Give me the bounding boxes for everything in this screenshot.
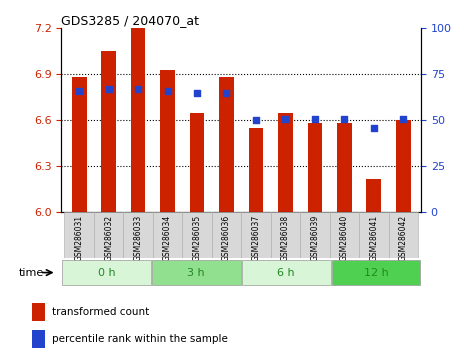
Text: transformed count: transformed count [52,307,149,317]
Bar [271,212,300,258]
Text: 3 h: 3 h [187,268,205,278]
Point [341,116,348,121]
Text: GSM286036: GSM286036 [222,215,231,261]
Bar [190,113,204,212]
Bar [152,260,241,285]
Bar [388,212,418,258]
Bar [64,212,94,258]
Text: time: time [18,268,44,278]
Bar [278,113,293,212]
Bar [359,212,388,258]
Bar [249,128,263,212]
Bar [219,78,234,212]
Text: GSM286035: GSM286035 [193,215,201,261]
Text: GSM286042: GSM286042 [399,215,408,261]
Text: GSM286034: GSM286034 [163,215,172,261]
Text: GSM286041: GSM286041 [369,215,378,261]
Text: GSM286032: GSM286032 [104,215,113,261]
Text: GSM286040: GSM286040 [340,215,349,261]
Point [281,116,289,121]
Text: GDS3285 / 204070_at: GDS3285 / 204070_at [61,14,200,27]
Text: GSM286037: GSM286037 [252,215,261,261]
Bar [101,51,116,212]
Text: GSM286031: GSM286031 [75,215,84,261]
Bar [212,212,241,258]
Text: percentile rank within the sample: percentile rank within the sample [52,334,228,344]
Point [134,86,142,92]
Bar [62,260,151,285]
Point [311,116,319,121]
Point [370,125,377,131]
Point [223,90,230,96]
Bar [330,212,359,258]
Bar [367,179,381,212]
Point [193,90,201,96]
Bar [94,212,123,258]
Point [105,86,113,92]
Bar [32,330,44,348]
Bar [131,28,146,212]
Point [164,88,171,94]
Point [252,118,260,123]
Bar [153,212,182,258]
Bar [307,124,322,212]
Bar [242,260,331,285]
Bar [72,78,87,212]
Point [400,116,407,121]
Bar [300,212,330,258]
Text: GSM286038: GSM286038 [281,215,290,261]
Bar [160,70,175,212]
Bar [32,303,44,321]
Bar [182,212,212,258]
Text: 12 h: 12 h [364,268,388,278]
Bar [337,124,352,212]
Text: GSM286033: GSM286033 [133,215,142,261]
Text: 0 h: 0 h [97,268,115,278]
Bar [396,120,411,212]
Point [75,88,83,94]
Text: 6 h: 6 h [277,268,295,278]
Bar [123,212,153,258]
Bar [241,212,271,258]
Text: GSM286039: GSM286039 [310,215,319,261]
Bar [332,260,420,285]
